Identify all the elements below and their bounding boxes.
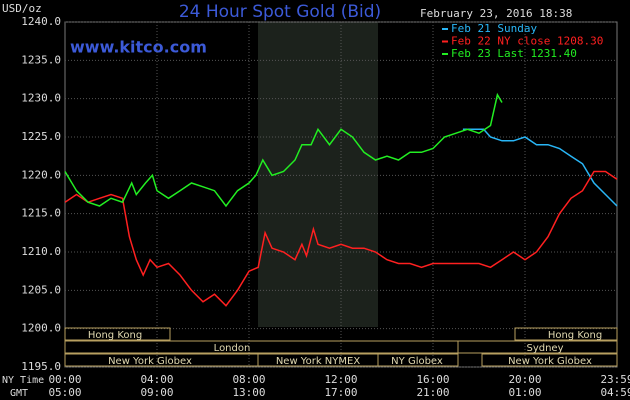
unit-label: USD/oz <box>2 2 42 15</box>
legend-label: Feb 23 Last 1231.40 <box>451 47 577 60</box>
session-box <box>64 340 459 354</box>
y-tick-label: 1195.0 <box>21 360 61 373</box>
legend-label: Feb 21 Sunday <box>451 22 537 35</box>
legend-label: Feb 22 NY close 1208.30 <box>451 35 603 48</box>
y-tick-label: 1225.0 <box>21 130 61 143</box>
gmt-tick-label: 05:00 <box>48 386 81 399</box>
session-label: Hong Kong <box>88 330 142 341</box>
date-label: February 23, 2016 18:38 <box>420 7 572 20</box>
y-tick-label: 1215.0 <box>21 207 61 220</box>
x-tick-label: 08:00 <box>232 373 265 386</box>
y-tick-label: 1230.0 <box>21 92 61 105</box>
session-box <box>457 340 618 354</box>
gmt-tick-label: 17:00 <box>324 386 357 399</box>
session-label: London <box>214 343 251 354</box>
y-tick-label: 1200.0 <box>21 322 61 335</box>
chart-title: 24 Hour Spot Gold (Bid) <box>179 2 381 22</box>
session-box <box>514 327 618 341</box>
price-line <box>462 128 618 207</box>
site-label: www.kitco.com <box>70 38 207 57</box>
nymex-shade <box>258 22 378 327</box>
x-tick-label: 12:00 <box>324 373 357 386</box>
y-tick-label: 1205.0 <box>21 283 61 296</box>
gmt-tick-label: 01:00 <box>508 386 541 399</box>
price-line <box>64 92 503 208</box>
session-label: New York Globex <box>108 356 192 367</box>
price-line <box>64 170 618 307</box>
session-label: Hong Kong <box>548 330 602 341</box>
session-box <box>377 353 459 367</box>
ny-row-label: NY Time <box>2 375 44 386</box>
session-label: Sydney <box>526 343 563 354</box>
gmt-row-label: GMT <box>10 388 28 399</box>
x-tick-label: 04:00 <box>140 373 173 386</box>
x-tick-label: 16:00 <box>416 373 449 386</box>
gmt-tick-label: 09:00 <box>140 386 173 399</box>
y-tick-label: 1210.0 <box>21 245 61 258</box>
session-box <box>64 327 171 341</box>
y-tick-label: 1235.0 <box>21 53 61 66</box>
x-tick-label: 20:00 <box>508 373 541 386</box>
x-tick-label: 00:00 <box>48 373 81 386</box>
session-label: New York Globex <box>508 356 592 367</box>
session-label: NY Globex <box>391 356 443 367</box>
session-label: New York NYMEX <box>276 356 361 367</box>
gmt-tick-label: 21:00 <box>416 386 449 399</box>
y-tick-label: 1240.0 <box>21 15 61 28</box>
session-box <box>481 353 618 367</box>
gmt-tick-label: 13:00 <box>232 386 265 399</box>
gmt-tick-label: 04:59 <box>600 386 630 399</box>
y-tick-label: 1220.0 <box>21 168 61 181</box>
x-tick-label: 23:59 <box>600 373 630 386</box>
